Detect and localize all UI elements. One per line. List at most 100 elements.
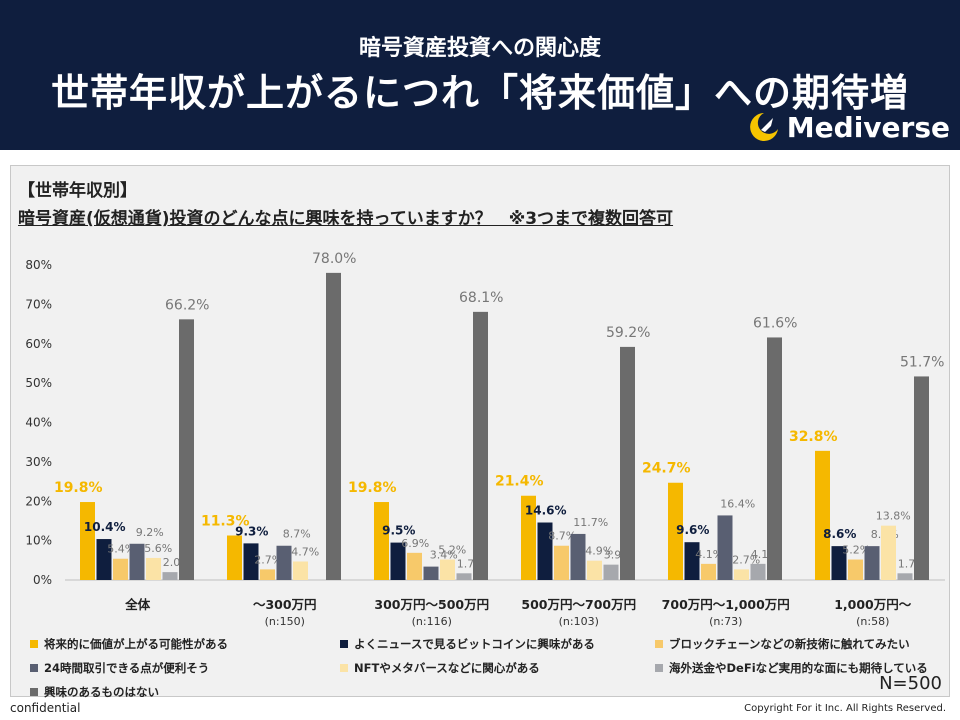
legend-item: 24時間取引できる点が便利そう — [30, 660, 209, 676]
data-label: 11.7% — [573, 516, 608, 529]
bar — [864, 546, 880, 580]
legend-label: よくニュースで見るビットコインに興味がある — [354, 637, 595, 651]
bar — [620, 346, 635, 580]
legend-label: NFTやメタバースなどに関心がある — [354, 661, 540, 675]
bar — [554, 545, 569, 580]
bar — [113, 558, 128, 580]
bar — [668, 482, 683, 580]
data-label: 21.4% — [495, 474, 544, 490]
category-label: 300万円～500万円 — [374, 597, 489, 612]
category-n-label: (n:150) — [265, 615, 305, 628]
data-label: 13.8% — [876, 510, 911, 523]
data-label: 61.6% — [753, 315, 797, 331]
bar — [831, 546, 847, 580]
bar — [881, 525, 896, 580]
y-tick-label: 20% — [25, 494, 52, 508]
page-title: 世帯年収が上がるにつれ「将来価値」への期待増 — [50, 71, 909, 115]
data-label: 5.6% — [144, 542, 172, 555]
bar — [570, 533, 586, 580]
y-tick-label: 80% — [25, 258, 52, 272]
data-label: 19.8% — [348, 480, 397, 496]
header-banner — [0, 0, 960, 150]
bar — [848, 559, 863, 580]
y-tick-label: 50% — [25, 376, 52, 390]
data-label: 10.4% — [84, 520, 126, 534]
legend-swatch — [30, 688, 38, 696]
bar — [326, 272, 341, 580]
legend-label: 将来的に価値が上がる可能性がある — [44, 637, 228, 651]
bar — [440, 559, 455, 580]
data-label: 32.8% — [789, 429, 838, 445]
data-label: 6.9% — [401, 537, 429, 550]
bar — [701, 563, 716, 580]
legend-swatch — [655, 640, 663, 648]
data-label: 8.7% — [548, 530, 576, 543]
rocket-moon-icon — [749, 113, 778, 141]
bar — [96, 539, 112, 580]
data-label: 4.7% — [291, 545, 319, 558]
sample-size: N=500 — [879, 673, 942, 694]
legend-item: NFTやメタバースなどに関心がある — [340, 660, 540, 676]
footer-copyright: Copyright For it Inc. All Rights Reserve… — [744, 703, 946, 714]
data-label: 5.2% — [842, 544, 870, 557]
bar — [423, 566, 439, 580]
legend-label: 興味のあるものはない — [44, 685, 159, 699]
category-label: 700万円～1,000万円 — [662, 597, 790, 612]
data-label: 5.4% — [107, 543, 135, 556]
bar — [243, 543, 259, 580]
bar — [897, 573, 913, 580]
bar — [146, 557, 161, 580]
data-label: 16.4% — [720, 497, 755, 510]
data-label: 4.1% — [695, 548, 723, 561]
category-label: ～300万円 — [253, 597, 317, 612]
bar — [129, 543, 145, 580]
section-label: 【世帯年収別】 — [18, 181, 137, 201]
bar — [684, 542, 700, 580]
bar — [603, 564, 619, 580]
y-tick-label: 30% — [25, 455, 52, 469]
bar — [390, 542, 406, 580]
bar — [374, 502, 389, 580]
bar — [521, 495, 536, 580]
bar — [227, 535, 242, 580]
data-label: 78.0% — [312, 251, 356, 267]
bar — [914, 376, 929, 580]
legend-swatch — [655, 664, 663, 672]
category-n-label: (n:103) — [559, 615, 599, 628]
category-label: 全体 — [124, 597, 151, 612]
data-label: 51.7% — [900, 354, 944, 370]
bar — [260, 569, 275, 580]
legend-item: よくニュースで見るビットコインに興味がある — [340, 636, 595, 652]
legend-label: 海外送金やDeFiなど実用的な面にも期待している — [669, 661, 928, 675]
data-label: 59.2% — [606, 325, 650, 341]
legend-swatch — [340, 664, 348, 672]
logo-text: Mediverse — [786, 110, 950, 144]
bar — [750, 563, 766, 580]
category-label: 1,000万円～ — [834, 597, 912, 612]
data-label: 66.2% — [165, 297, 209, 313]
legend-swatch — [30, 664, 38, 672]
data-label: 5.2% — [438, 544, 466, 557]
bar — [717, 515, 733, 580]
y-tick-label: 0% — [33, 573, 52, 587]
legend-swatch — [340, 640, 348, 648]
legend-label: ブロックチェーンなどの新技術に触れてみたい — [669, 637, 910, 651]
data-label: 2.7% — [732, 553, 760, 566]
data-label: 8.7% — [283, 528, 311, 541]
bar — [407, 552, 422, 580]
page-subtitle: 暗号資産投資への関心度 — [358, 36, 601, 61]
bar — [815, 450, 830, 580]
data-label: 14.6% — [525, 504, 567, 518]
data-label: 9.5% — [382, 524, 415, 538]
category-label: 500万円～700万円 — [521, 597, 636, 612]
bar — [80, 502, 95, 580]
data-label: 2.7% — [254, 553, 282, 566]
data-label: 68.1% — [459, 290, 503, 306]
data-label: 9.2% — [136, 526, 164, 539]
bar — [587, 560, 602, 580]
legend-swatch — [30, 640, 38, 648]
legend-item: ブロックチェーンなどの新技術に触れてみたい — [655, 636, 910, 652]
legend-item: 興味のあるものはない — [30, 684, 159, 700]
y-tick-label: 10% — [25, 534, 52, 548]
brand-logo: Mediverse — [747, 110, 950, 144]
